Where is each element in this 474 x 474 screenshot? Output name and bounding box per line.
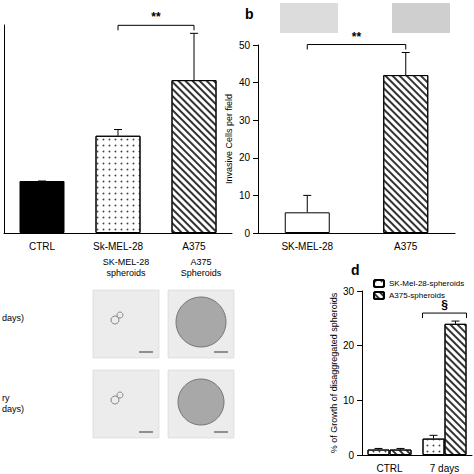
svg-text:SK-MEL-28: SK-MEL-28 (281, 241, 333, 252)
svg-text:CTRL: CTRL (376, 463, 403, 474)
svg-text:30: 30 (343, 286, 355, 297)
svg-text:days): days) (2, 313, 24, 323)
svg-text:**: ** (352, 30, 362, 44)
svg-text:A375: A375 (190, 257, 211, 267)
svg-text:10: 10 (239, 190, 251, 201)
svg-text:30: 30 (239, 115, 251, 126)
svg-text:spheroids: spheroids (106, 268, 146, 278)
svg-text:A375-spheroids: A375-spheroids (389, 291, 445, 300)
svg-text:0: 0 (348, 450, 354, 461)
svg-text:% of Growth of disaggregated s: % of Growth of disaggregated spheroids (329, 292, 339, 453)
svg-text:20: 20 (239, 152, 251, 163)
svg-text:40: 40 (239, 77, 251, 88)
svg-text:b: b (245, 6, 254, 22)
svg-text:A375: A375 (182, 241, 206, 252)
svg-text:d: d (351, 262, 360, 278)
svg-text:SK-MEL-28: SK-MEL-28 (103, 257, 150, 267)
svg-text:days): days) (2, 404, 24, 414)
svg-text:Sk-MEL-28: Sk-MEL-28 (93, 241, 143, 252)
svg-text:7 days: 7 days (430, 463, 459, 474)
svg-text:Invasive Cells per field: Invasive Cells per field (224, 94, 234, 184)
svg-text:**: ** (151, 10, 161, 24)
svg-text:SK-Mel-28-spheroids: SK-Mel-28-spheroids (389, 279, 464, 288)
svg-text:50: 50 (239, 40, 251, 51)
svg-text:ry: ry (2, 393, 10, 403)
svg-text:A375: A375 (394, 241, 418, 252)
svg-text:CTRL: CTRL (29, 241, 56, 252)
svg-text:20: 20 (343, 340, 355, 351)
svg-text:§: § (441, 298, 448, 312)
svg-text:Spheroids: Spheroids (181, 268, 222, 278)
svg-text:10: 10 (343, 395, 355, 406)
svg-text:0: 0 (244, 228, 250, 239)
